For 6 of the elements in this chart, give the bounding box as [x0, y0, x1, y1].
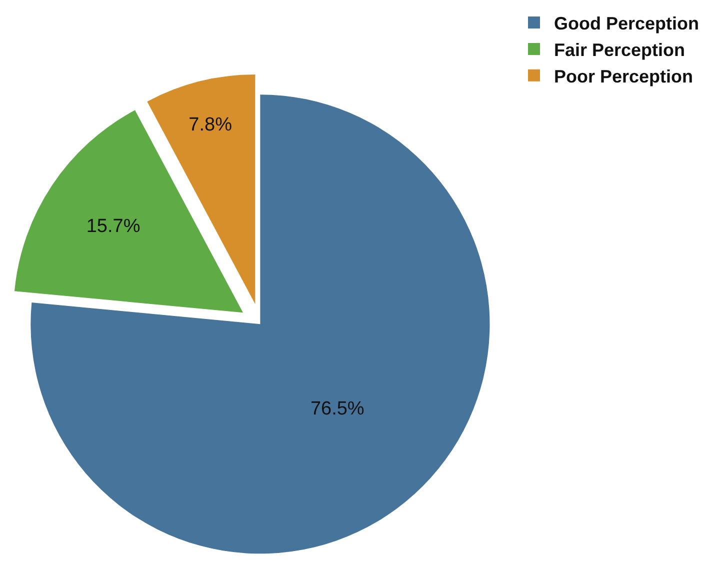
data-label: 7.8% — [188, 114, 232, 136]
data-label: 76.5% — [310, 398, 364, 420]
data-label: 15.7% — [86, 216, 140, 237]
legend-label: Fair Perception — [554, 40, 686, 60]
legend-label: Poor Perception — [554, 66, 694, 86]
legend-label: Good Perception — [554, 14, 700, 34]
